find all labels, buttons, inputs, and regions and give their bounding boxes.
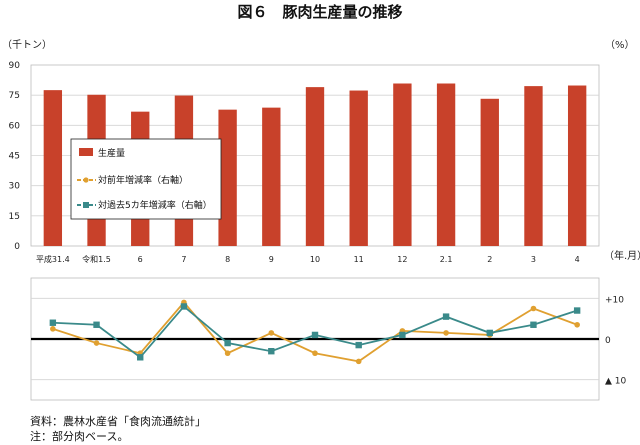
yoy-point (93, 340, 100, 346)
five-year-point (137, 354, 144, 361)
y-tick-label: 0 (14, 242, 20, 252)
footnote: 注：部分肉ベース。 (30, 429, 128, 443)
y-tick-label: 45 (9, 152, 20, 162)
five-year-point (573, 307, 581, 314)
legend-label-yoy: 対前年増減率（右軸） (98, 174, 188, 186)
yoy-point (574, 321, 580, 328)
five-year-point (268, 348, 275, 355)
five-year-point (530, 321, 537, 328)
legend-marker-5yr (83, 202, 89, 208)
five-year-point (224, 339, 231, 347)
bar (262, 107, 281, 246)
source-note: 資料：農林水産省「食肉流通統計」 (30, 414, 206, 428)
y2-tick-label: ▲ 10 (605, 377, 627, 387)
legend-marker-yoy (83, 177, 89, 183)
bar (305, 87, 325, 246)
bar (218, 109, 237, 246)
bar (567, 85, 587, 246)
y-tick-label: 90 (9, 61, 21, 71)
bar (349, 90, 368, 247)
yoy-point (355, 358, 362, 365)
bar (393, 83, 412, 246)
five-year-point (355, 341, 362, 349)
five-year-point (311, 331, 319, 339)
y2-tick-label: +10 (605, 295, 624, 305)
five-year-point (93, 321, 100, 328)
bar (43, 90, 63, 246)
x-tick-label: 12 (397, 255, 407, 264)
yoy-point (312, 350, 318, 357)
x-tick-label: 11 (354, 255, 364, 264)
yoy-point (530, 305, 537, 312)
bar (480, 98, 499, 246)
yoy-point (224, 350, 231, 357)
x-tick-label: 10 (310, 255, 320, 264)
x-tick-label: 2.1 (440, 255, 453, 264)
chart-title: 図６ 豚肉生産量の推移 (237, 3, 402, 21)
x-tick-label: 3 (531, 255, 536, 264)
y-tick-label: 15 (9, 212, 20, 222)
y2-tick-label: 0 (605, 336, 611, 346)
x-tick-label: 2 (487, 255, 492, 264)
x-tick-label: 6 (138, 255, 143, 264)
x-tick-label: 4 (575, 255, 580, 264)
x-tick-label: 平成31.4 (36, 254, 70, 264)
yoy-point (50, 326, 56, 332)
yoy-point (268, 330, 275, 336)
five-year-point (486, 329, 493, 337)
legend-label-production: 生産量 (98, 147, 125, 159)
lower-panel: +10 0 ▲ 10 (30, 277, 627, 401)
left-axis-unit: （千トン） (2, 39, 52, 51)
bar (524, 86, 543, 246)
x-tick-label: 8 (225, 255, 230, 264)
five-year-point (399, 331, 406, 339)
x-axis-unit: （年.月） (604, 249, 640, 262)
x-tick-label: 令和1.5 (82, 254, 111, 264)
yoy-point (443, 330, 449, 336)
legend-swatch-production (79, 148, 93, 156)
five-year-point (442, 313, 450, 320)
y-tick-label: 60 (9, 121, 21, 131)
five-year-point (49, 319, 57, 326)
x-tick-label: 7 (181, 255, 186, 264)
x-tick-label: 9 (269, 255, 274, 264)
y-tick-label: 30 (9, 182, 21, 192)
y-tick-label: 75 (9, 91, 20, 101)
legend: 生産量 対前年増減率（右軸） 対過去5カ年増減率（右軸） (70, 138, 222, 220)
right-axis-unit: （%） (605, 39, 635, 51)
five-year-point (180, 303, 188, 310)
bar (436, 83, 456, 246)
legend-label-5yr: 対過去5カ年増減率（右軸） (98, 199, 212, 211)
